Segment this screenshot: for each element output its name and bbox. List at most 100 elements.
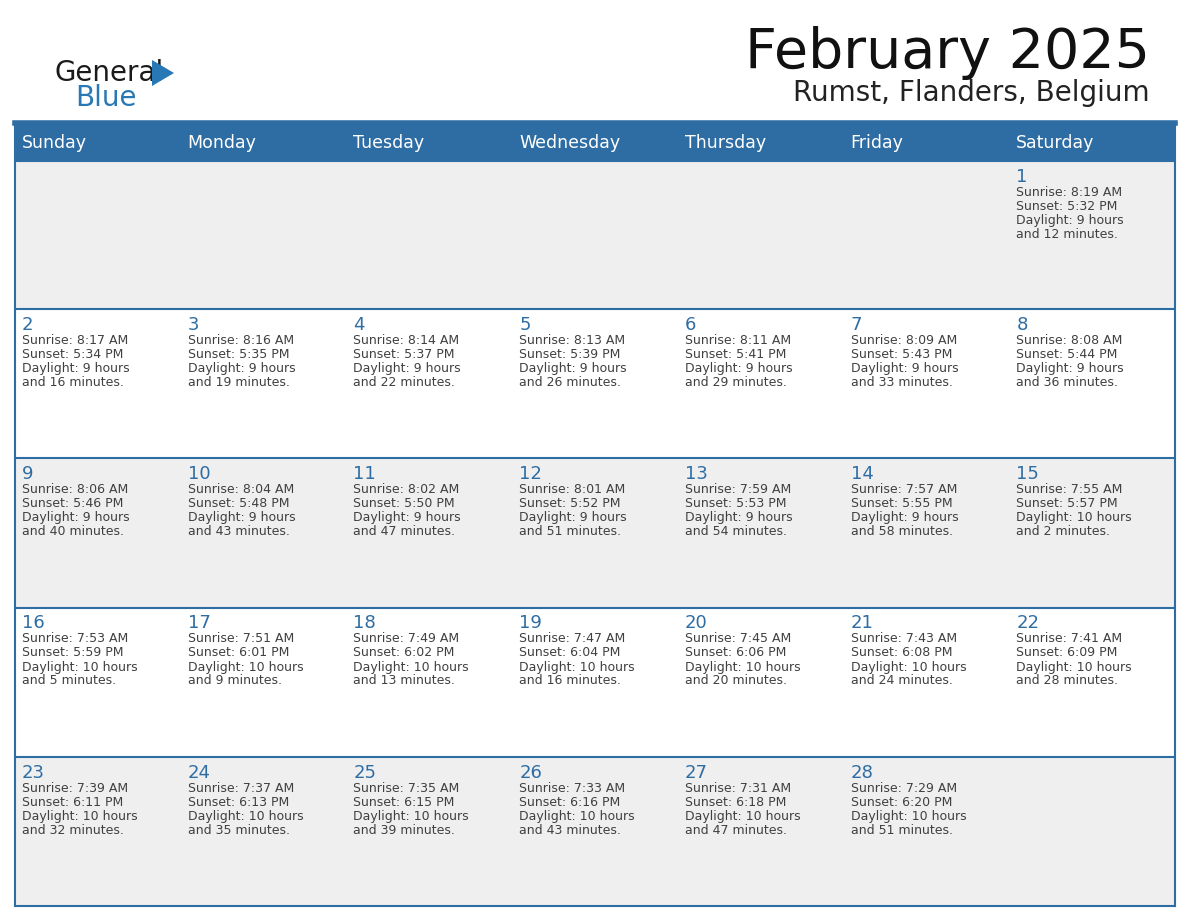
Text: Daylight: 9 hours: Daylight: 9 hours — [684, 362, 792, 375]
Text: Sunrise: 8:17 AM: Sunrise: 8:17 AM — [23, 334, 128, 347]
Text: Daylight: 10 hours: Daylight: 10 hours — [684, 810, 801, 823]
Text: 2: 2 — [23, 316, 33, 334]
Text: Sunset: 5:37 PM: Sunset: 5:37 PM — [353, 348, 455, 361]
Text: 6: 6 — [684, 316, 696, 334]
Text: Daylight: 10 hours: Daylight: 10 hours — [1016, 660, 1132, 674]
Text: and 5 minutes.: and 5 minutes. — [23, 675, 116, 688]
Text: and 12 minutes.: and 12 minutes. — [1016, 228, 1118, 241]
Text: 13: 13 — [684, 465, 708, 483]
Text: and 39 minutes.: and 39 minutes. — [353, 823, 455, 836]
Text: Daylight: 9 hours: Daylight: 9 hours — [851, 511, 959, 524]
Text: Friday: Friday — [851, 134, 903, 152]
Text: February 2025: February 2025 — [745, 26, 1150, 80]
Text: General: General — [55, 59, 164, 87]
Text: Daylight: 10 hours: Daylight: 10 hours — [188, 660, 303, 674]
Text: and 54 minutes.: and 54 minutes. — [684, 525, 786, 538]
Text: Blue: Blue — [75, 84, 137, 112]
Text: Sunset: 5:50 PM: Sunset: 5:50 PM — [353, 498, 455, 510]
Text: and 51 minutes.: and 51 minutes. — [851, 823, 953, 836]
Text: Sunrise: 8:01 AM: Sunrise: 8:01 AM — [519, 483, 625, 497]
Text: and 9 minutes.: and 9 minutes. — [188, 675, 282, 688]
Text: Sunrise: 7:33 AM: Sunrise: 7:33 AM — [519, 782, 625, 795]
Text: and 35 minutes.: and 35 minutes. — [188, 823, 290, 836]
Text: Daylight: 10 hours: Daylight: 10 hours — [684, 660, 801, 674]
Text: and 16 minutes.: and 16 minutes. — [23, 376, 124, 389]
Text: 4: 4 — [353, 316, 365, 334]
Text: Sunrise: 7:31 AM: Sunrise: 7:31 AM — [684, 782, 791, 795]
Text: Daylight: 9 hours: Daylight: 9 hours — [353, 362, 461, 375]
Text: 25: 25 — [353, 764, 377, 782]
Text: Sunrise: 7:47 AM: Sunrise: 7:47 AM — [519, 633, 625, 645]
Text: Sunday: Sunday — [23, 134, 87, 152]
Bar — [15, 161, 1175, 309]
Text: Daylight: 10 hours: Daylight: 10 hours — [519, 660, 634, 674]
Text: Thursday: Thursday — [684, 134, 766, 152]
Text: and 33 minutes.: and 33 minutes. — [851, 376, 953, 389]
Text: Sunset: 6:02 PM: Sunset: 6:02 PM — [353, 646, 455, 659]
Text: Sunset: 5:46 PM: Sunset: 5:46 PM — [23, 498, 124, 510]
Text: 5: 5 — [519, 316, 531, 334]
Text: Daylight: 9 hours: Daylight: 9 hours — [519, 511, 627, 524]
Text: Sunrise: 7:45 AM: Sunrise: 7:45 AM — [684, 633, 791, 645]
Text: Sunrise: 8:11 AM: Sunrise: 8:11 AM — [684, 334, 791, 347]
Text: Sunset: 5:43 PM: Sunset: 5:43 PM — [851, 348, 952, 361]
Text: Wednesday: Wednesday — [519, 134, 620, 152]
Text: Daylight: 10 hours: Daylight: 10 hours — [519, 810, 634, 823]
Text: Sunrise: 7:57 AM: Sunrise: 7:57 AM — [851, 483, 958, 497]
Text: Sunrise: 8:04 AM: Sunrise: 8:04 AM — [188, 483, 293, 497]
Text: 26: 26 — [519, 764, 542, 782]
Text: Sunset: 5:57 PM: Sunset: 5:57 PM — [1016, 498, 1118, 510]
Text: 3: 3 — [188, 316, 200, 334]
Text: Saturday: Saturday — [1016, 134, 1094, 152]
Text: Sunset: 5:35 PM: Sunset: 5:35 PM — [188, 348, 289, 361]
Text: Daylight: 9 hours: Daylight: 9 hours — [1016, 362, 1124, 375]
Text: Sunrise: 8:14 AM: Sunrise: 8:14 AM — [353, 334, 460, 347]
Text: 18: 18 — [353, 614, 377, 633]
Text: Daylight: 10 hours: Daylight: 10 hours — [23, 810, 138, 823]
Text: 27: 27 — [684, 764, 708, 782]
Text: Daylight: 9 hours: Daylight: 9 hours — [851, 362, 959, 375]
Text: and 36 minutes.: and 36 minutes. — [1016, 376, 1118, 389]
Text: and 24 minutes.: and 24 minutes. — [851, 675, 953, 688]
Text: 7: 7 — [851, 316, 862, 334]
Text: Sunrise: 7:51 AM: Sunrise: 7:51 AM — [188, 633, 293, 645]
Text: Sunrise: 7:39 AM: Sunrise: 7:39 AM — [23, 782, 128, 795]
Text: Sunrise: 8:06 AM: Sunrise: 8:06 AM — [23, 483, 128, 497]
Text: 14: 14 — [851, 465, 873, 483]
Text: Tuesday: Tuesday — [353, 134, 424, 152]
Text: Daylight: 9 hours: Daylight: 9 hours — [353, 511, 461, 524]
Text: and 47 minutes.: and 47 minutes. — [684, 823, 786, 836]
Text: Sunrise: 7:49 AM: Sunrise: 7:49 AM — [353, 633, 460, 645]
Text: Daylight: 10 hours: Daylight: 10 hours — [353, 810, 469, 823]
Text: Daylight: 9 hours: Daylight: 9 hours — [23, 362, 129, 375]
Text: Sunset: 6:04 PM: Sunset: 6:04 PM — [519, 646, 620, 659]
Text: Sunset: 5:55 PM: Sunset: 5:55 PM — [851, 498, 953, 510]
Text: and 29 minutes.: and 29 minutes. — [684, 376, 786, 389]
Text: 11: 11 — [353, 465, 377, 483]
Text: and 51 minutes.: and 51 minutes. — [519, 525, 621, 538]
Text: Daylight: 9 hours: Daylight: 9 hours — [188, 511, 296, 524]
Text: and 43 minutes.: and 43 minutes. — [519, 823, 621, 836]
Polygon shape — [152, 60, 173, 86]
Text: Sunset: 6:06 PM: Sunset: 6:06 PM — [684, 646, 786, 659]
Text: 28: 28 — [851, 764, 873, 782]
Bar — [15, 458, 1175, 608]
Text: Sunset: 6:16 PM: Sunset: 6:16 PM — [519, 796, 620, 809]
Text: Sunrise: 7:43 AM: Sunrise: 7:43 AM — [851, 633, 956, 645]
Text: Daylight: 10 hours: Daylight: 10 hours — [851, 810, 966, 823]
Text: Sunrise: 8:08 AM: Sunrise: 8:08 AM — [1016, 334, 1123, 347]
Text: Daylight: 9 hours: Daylight: 9 hours — [23, 511, 129, 524]
Text: 22: 22 — [1016, 614, 1040, 633]
Bar — [15, 309, 1175, 458]
Text: 1: 1 — [1016, 168, 1028, 186]
Text: Daylight: 9 hours: Daylight: 9 hours — [188, 362, 296, 375]
Text: Daylight: 9 hours: Daylight: 9 hours — [519, 362, 627, 375]
Text: Sunrise: 7:41 AM: Sunrise: 7:41 AM — [1016, 633, 1123, 645]
Text: Sunset: 6:18 PM: Sunset: 6:18 PM — [684, 796, 786, 809]
Text: Daylight: 9 hours: Daylight: 9 hours — [1016, 214, 1124, 227]
Text: Sunset: 5:52 PM: Sunset: 5:52 PM — [519, 498, 620, 510]
Text: Sunset: 5:44 PM: Sunset: 5:44 PM — [1016, 348, 1118, 361]
Text: Sunset: 6:08 PM: Sunset: 6:08 PM — [851, 646, 952, 659]
Text: and 13 minutes.: and 13 minutes. — [353, 675, 455, 688]
Text: Daylight: 10 hours: Daylight: 10 hours — [851, 660, 966, 674]
